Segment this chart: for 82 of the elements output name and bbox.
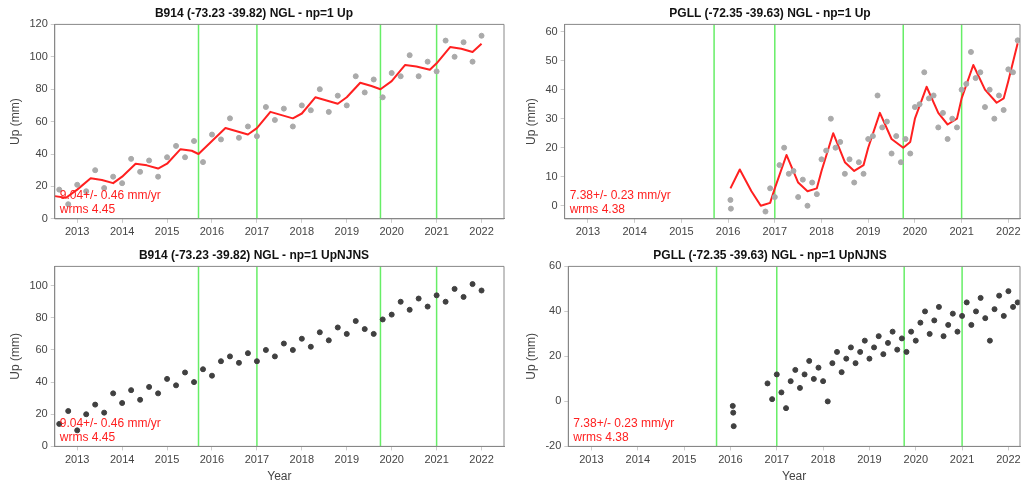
x-axis-title: Year — [782, 469, 807, 484]
y-axis-title: Up (mm) — [523, 98, 538, 145]
x-tick-label: 2014 — [625, 453, 651, 466]
chart-title: PGLL (-72.35 -39.63) NGL - np=1 UpNJNS — [653, 247, 887, 262]
y-tick-label: 60 — [549, 259, 562, 272]
x-tick-label: 2022 — [996, 225, 1021, 238]
annotation: wrms 4.45 — [58, 429, 116, 444]
y-tick-label: 10 — [545, 169, 558, 182]
x-tick-label: 2015 — [154, 225, 180, 238]
y-tick-label: 40 — [545, 82, 558, 95]
y-axis-title: Up (mm) — [523, 333, 538, 380]
y-tick-label: 50 — [545, 53, 558, 66]
y-tick-label: 20 — [545, 140, 558, 153]
y-tick-label: 20 — [35, 179, 48, 192]
x-tick-label: 2020 — [902, 225, 928, 238]
x-tick-label: 2020 — [379, 453, 404, 466]
y-tick-label: 100 — [29, 278, 48, 291]
annotation: wrms 4.45 — [58, 202, 116, 217]
y-axis-title: Up (mm) — [7, 333, 22, 380]
x-tick-label: 2021 — [949, 225, 974, 238]
x-tick-label: 2019 — [855, 225, 881, 238]
x-tick-label: 2022 — [469, 453, 494, 466]
x-tick-label: 2018 — [809, 225, 834, 238]
x-tick-label: 2018 — [289, 225, 315, 238]
x-tick-label: 2016 — [718, 453, 743, 466]
chart-title: B914 (-73.23 -39.82) NGL - np=1 UpNJNS — [138, 247, 370, 262]
x-tick-label: 2015 — [671, 453, 697, 466]
x-tick-label: 2013 — [579, 453, 604, 466]
x-tick-label: 2018 — [289, 453, 315, 466]
x-tick-label: 2017 — [764, 453, 790, 466]
annotation: 9.04+/- 0.46 mm/yr — [59, 415, 161, 430]
x-tick-label: 2021 — [424, 225, 449, 238]
y-tick-label: 80 — [35, 310, 48, 323]
annotation: wrms 4.38 — [568, 202, 626, 217]
y-tick-label: 40 — [35, 375, 48, 388]
x-tick-label: 2022 — [469, 225, 494, 238]
y-tick-label: 0 — [41, 211, 48, 224]
annotation: 7.38+/- 0.23 mm/yr — [569, 188, 671, 203]
y-tick-label: 30 — [545, 111, 558, 124]
x-tick-label: 2013 — [64, 225, 90, 238]
y-tick-label: 60 — [35, 114, 48, 127]
y-tick-label: 80 — [35, 82, 48, 95]
x-tick-label: 2016 — [199, 453, 225, 466]
y-tick-label: 20 — [549, 349, 562, 362]
y-tick-label: 100 — [29, 49, 48, 62]
x-tick-label: 2018 — [810, 453, 836, 466]
x-tick-label: 2014 — [109, 453, 135, 466]
x-tick-label: 2015 — [669, 225, 694, 238]
x-axis-title: Year — [267, 469, 292, 484]
x-tick-label: 2021 — [949, 453, 975, 466]
x-tick-label: 2019 — [857, 453, 882, 466]
y-tick-label: 60 — [35, 343, 48, 355]
y-tick-label: 120 — [29, 17, 48, 30]
x-tick-label: 2019 — [334, 225, 360, 238]
y-axis-title: Up (mm) — [7, 98, 22, 145]
x-tick-label: 2020 — [379, 225, 404, 238]
x-tick-label: 2016 — [715, 225, 741, 238]
y-tick-label: 20 — [35, 407, 48, 420]
chart-title: B914 (-73.23 -39.82) NGL - np=1 Up — [154, 5, 354, 20]
x-tick-label: 2016 — [199, 225, 225, 238]
x-tick-label: 2020 — [903, 453, 928, 466]
y-tick-label: 40 — [35, 147, 48, 160]
x-tick-label: 2015 — [154, 453, 180, 466]
chart-title: PGLL (-72.35 -39.63) NGL - np=1 Up — [669, 5, 871, 20]
y-tick-label: 0 — [551, 198, 558, 211]
y-tick-label: 0 — [41, 439, 48, 452]
x-tick-label: 2017 — [244, 225, 270, 238]
x-tick-label: 2013 — [64, 453, 90, 466]
x-tick-label: 2017 — [762, 225, 788, 238]
x-tick-label: 2019 — [334, 453, 360, 466]
x-tick-label: 2021 — [424, 453, 449, 466]
y-tick-label: -20 — [545, 439, 562, 452]
x-tick-label: 2017 — [244, 453, 270, 466]
x-tick-label: 2014 — [109, 225, 135, 238]
x-tick-label: 2014 — [622, 225, 647, 238]
y-tick-label: 60 — [545, 24, 558, 37]
annotation: 7.38+/- 0.23 mm/yr — [573, 415, 675, 430]
y-tick-label: 0 — [555, 394, 562, 407]
y-tick-label: 40 — [549, 304, 562, 317]
annotation: wrms 4.38 — [572, 429, 629, 444]
x-tick-label: 2022 — [996, 453, 1021, 466]
x-tick-label: 2013 — [575, 225, 601, 238]
